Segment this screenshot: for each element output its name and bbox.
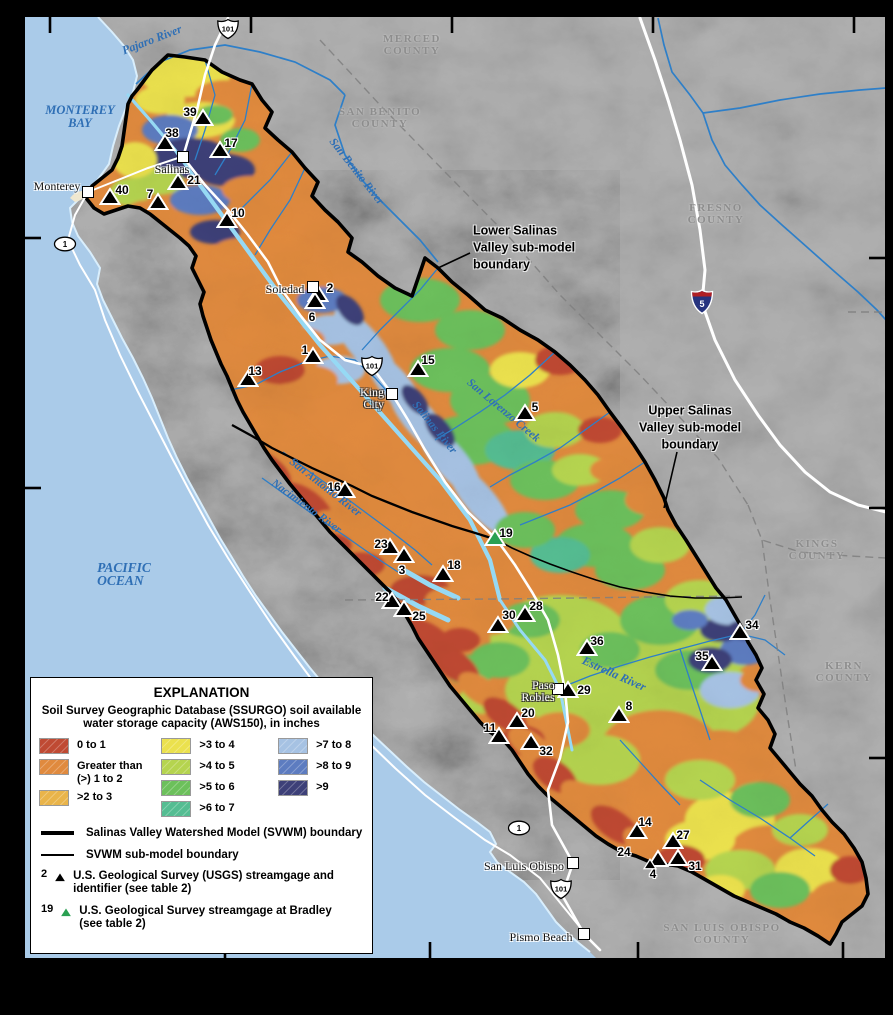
legend-class-row: Greater than (>) 1 to 2 bbox=[39, 759, 155, 785]
legend-class-row: >7 to 8 bbox=[278, 738, 364, 754]
legend-class-label: >4 to 5 bbox=[199, 760, 235, 772]
annotation-leader-line bbox=[437, 252, 471, 269]
legend-line-symbols: Salinas Valley Watershed Model (SVWM) bo… bbox=[39, 827, 364, 861]
legend-column-2: >3 to 4 >4 to 5 >5 to 6 >6 to 7 bbox=[161, 738, 272, 817]
svwm-submodel-boundary bbox=[231, 423, 743, 599]
legend-class-label: >9 bbox=[316, 781, 329, 793]
highways bbox=[66, 17, 885, 952]
legend-swatch bbox=[278, 738, 309, 754]
legend-class-label: >5 to 6 bbox=[199, 781, 235, 793]
legend-gauge-triangle bbox=[52, 870, 68, 888]
legend-subtitle: Soil Survey Geographic Database (SSURGO)… bbox=[41, 705, 362, 730]
legend-gauge-row: 2 U.S. Geological Survey (USGS) streamgag… bbox=[41, 868, 364, 896]
legend-class-row: >8 to 9 bbox=[278, 759, 364, 775]
explanation-legend: EXPLANATION Soil Survey Geographic Datab… bbox=[30, 677, 373, 954]
legend-swatch bbox=[39, 738, 69, 754]
legend-gauge-id: 2 bbox=[41, 868, 48, 880]
legend-class-label: >6 to 7 bbox=[199, 802, 235, 814]
legend-class-row: >6 to 7 bbox=[161, 801, 272, 817]
legend-swatch bbox=[39, 759, 69, 775]
legend-class-label: >3 to 4 bbox=[199, 739, 235, 751]
legend-gauge-id: 19 bbox=[41, 903, 54, 915]
coastline bbox=[68, 17, 591, 953]
legend-class-row: >3 to 4 bbox=[161, 738, 272, 754]
legend-thin-line-symbol bbox=[41, 854, 74, 856]
legend-thick-line-symbol bbox=[41, 831, 74, 835]
legend-gauge-row: 19 U.S. Geological Survey streamgage at B… bbox=[41, 903, 364, 931]
legend-class-row: >9 bbox=[278, 780, 364, 796]
legend-line-row: Salinas Valley Watershed Model (SVWM) bo… bbox=[41, 827, 364, 839]
legend-gauge-triangle bbox=[59, 905, 74, 923]
legend-class-row: >4 to 5 bbox=[161, 759, 272, 775]
legend-gauge-label: U.S. Geological Survey (USGS) streamgage… bbox=[73, 870, 334, 895]
legend-swatch bbox=[161, 738, 192, 754]
rivers-regional bbox=[135, 17, 885, 321]
legend-class-row: >5 to 6 bbox=[161, 780, 272, 796]
legend-column-3: >7 to 8 >8 to 9 >9 bbox=[278, 738, 364, 817]
graticule-ticks bbox=[25, 17, 885, 958]
legend-swatch bbox=[278, 759, 309, 775]
coast-range-shading bbox=[70, 170, 620, 880]
legend-gauge-symbols: 2 U.S. Geological Survey (USGS) streamgag… bbox=[39, 868, 364, 931]
legend-line-label: Salinas Valley Watershed Model (SVWM) bo… bbox=[86, 827, 363, 839]
legend-class-label: Greater than (>) 1 to 2 bbox=[77, 760, 143, 785]
legend-class-label: 0 to 1 bbox=[77, 739, 106, 751]
legend-title: EXPLANATION bbox=[153, 685, 250, 700]
streamgage-triangle-icon bbox=[52, 871, 68, 883]
svwm-boundary bbox=[84, 53, 870, 946]
annotation-leader-line bbox=[663, 451, 678, 509]
county-boundaries bbox=[319, 39, 885, 771]
legend-swatch bbox=[161, 759, 192, 775]
legend-class-label: >7 to 8 bbox=[316, 739, 352, 751]
legend-swatch bbox=[39, 790, 69, 806]
legend-color-classes: 0 to 1 Greater than (>) 1 to 2 >2 to 3 >3 t… bbox=[39, 738, 364, 817]
streamgage-triangle-icon bbox=[59, 906, 74, 918]
legend-class-row: 0 to 1 bbox=[39, 738, 155, 754]
legend-class-label: >2 to 3 bbox=[77, 791, 113, 803]
legend-gauge-label: U.S. Geological Survey streamgage at Bra… bbox=[79, 905, 332, 930]
legend-class-label: >8 to 9 bbox=[316, 760, 352, 772]
legend-swatch bbox=[161, 801, 192, 817]
legend-line-row: SVWM sub-model boundary bbox=[41, 849, 364, 861]
legend-swatch bbox=[278, 780, 309, 796]
legend-class-row: >2 to 3 bbox=[39, 790, 155, 806]
legend-swatch bbox=[161, 780, 192, 796]
legend-line-label: SVWM sub-model boundary bbox=[86, 849, 239, 861]
legend-column-1: 0 to 1 Greater than (>) 1 to 2 >2 to 3 bbox=[39, 738, 155, 817]
